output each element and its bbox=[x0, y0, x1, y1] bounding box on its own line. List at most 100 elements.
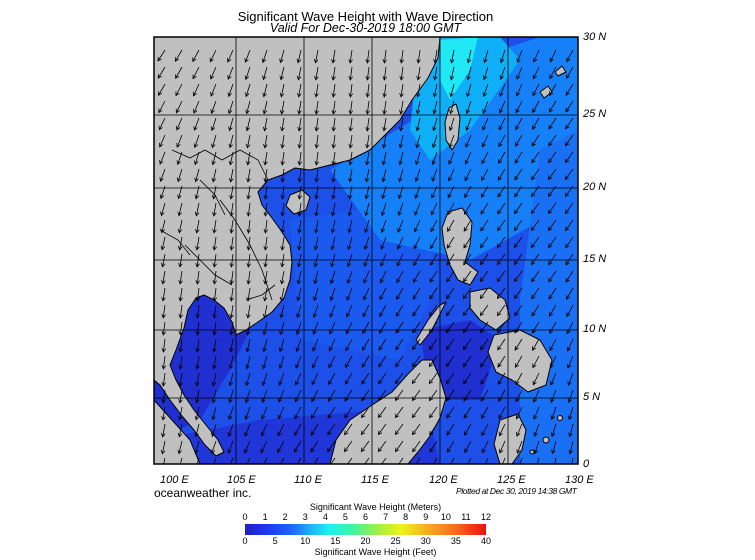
wave-arrow-head bbox=[480, 260, 485, 266]
wave-arrow bbox=[212, 151, 217, 165]
wave-arrow-head bbox=[246, 177, 251, 183]
wave-arrow bbox=[498, 389, 506, 402]
colorbar-tick-feet: 40 bbox=[480, 536, 492, 546]
wave-arrow-head bbox=[212, 297, 218, 302]
wave-arrow-head bbox=[228, 466, 232, 470]
wave-arrow bbox=[264, 134, 268, 148]
lat-label-5n: 5 N bbox=[583, 391, 601, 403]
wave-arrow bbox=[429, 338, 438, 350]
wave-arrow bbox=[281, 117, 285, 131]
wave-arrow bbox=[383, 117, 387, 131]
wave-arrow bbox=[383, 83, 387, 97]
wave-arrow-head bbox=[382, 126, 387, 132]
wave-arrow bbox=[195, 406, 200, 420]
wave-arrow-head bbox=[446, 311, 451, 317]
wave-arrow-head bbox=[549, 346, 554, 352]
wave-arrow-head bbox=[346, 296, 351, 301]
wave-arrow bbox=[482, 100, 489, 114]
wave-arrow-head bbox=[446, 396, 451, 402]
wave-arrow-head bbox=[331, 194, 336, 200]
wave-arrow bbox=[463, 372, 472, 384]
wave-arrow-head bbox=[194, 415, 200, 421]
wave-arrow-head bbox=[497, 345, 502, 351]
wave-arrow bbox=[264, 117, 268, 131]
wave-arrow-head bbox=[175, 91, 180, 97]
wave-arrow bbox=[248, 219, 251, 233]
wave-arrow-head bbox=[395, 345, 400, 351]
wave-arrow bbox=[571, 457, 574, 464]
wave-arrow-head bbox=[195, 262, 200, 268]
wave-arrow-head bbox=[212, 211, 217, 217]
wave-arrow bbox=[365, 185, 370, 199]
wave-arrow-head bbox=[446, 413, 451, 419]
wave-arrow bbox=[229, 372, 234, 386]
wave-arrow-head bbox=[364, 194, 370, 200]
wave-arrow-head bbox=[294, 465, 298, 469]
wave-arrow-head bbox=[431, 193, 436, 199]
wave-arrow-head bbox=[360, 447, 366, 453]
wave-arrow bbox=[213, 304, 217, 318]
wave-arrow-head bbox=[463, 243, 468, 249]
wave-arrow-head bbox=[380, 211, 386, 217]
wave-arrow bbox=[395, 423, 404, 435]
wave-arrow bbox=[244, 423, 251, 437]
wave-arrow-head bbox=[412, 447, 417, 453]
colorbar-tick-feet: 20 bbox=[360, 536, 371, 546]
wave-arrow bbox=[196, 338, 200, 352]
wave-arrow bbox=[516, 83, 523, 96]
wave-arrow-head bbox=[195, 245, 200, 251]
wave-arrow-head bbox=[277, 465, 280, 469]
wave-arrow bbox=[361, 423, 370, 435]
wave-arrow bbox=[463, 304, 472, 316]
wave-arrow bbox=[429, 389, 438, 401]
wave-arrow bbox=[400, 66, 404, 80]
wave-arrow bbox=[531, 321, 540, 334]
wave-arrow bbox=[450, 100, 455, 114]
wave-arrow-head bbox=[448, 176, 453, 182]
wave-arrow bbox=[281, 219, 285, 233]
wave-arrow-head bbox=[531, 277, 536, 283]
colorbar-tick-feet: 5 bbox=[272, 536, 278, 546]
wave-arrow-head bbox=[548, 108, 553, 113]
wave-arrow bbox=[463, 253, 472, 266]
wave-arrow-head bbox=[229, 280, 235, 285]
wave-arrow-head bbox=[394, 430, 400, 436]
wave-arrow bbox=[295, 355, 302, 369]
wave-arrow bbox=[196, 457, 200, 464]
wave-arrow bbox=[196, 253, 200, 267]
wave-arrow-head bbox=[228, 364, 234, 370]
wave-arrow-head bbox=[429, 328, 434, 334]
wave-arrow bbox=[565, 117, 574, 130]
wave-arrow bbox=[298, 253, 302, 267]
wave-arrow bbox=[196, 219, 200, 233]
wave-arrow bbox=[463, 355, 472, 367]
wave-arrow bbox=[163, 457, 166, 464]
wave-arrow-head bbox=[246, 212, 251, 217]
wave-arrow bbox=[484, 49, 489, 63]
wave-arrow-head bbox=[446, 244, 451, 249]
wave-arrow bbox=[344, 423, 353, 435]
wave-arrow bbox=[228, 83, 234, 97]
wave-arrow bbox=[378, 406, 387, 418]
wave-arrow-head bbox=[365, 59, 371, 64]
wave-arrow-head bbox=[245, 109, 250, 115]
wave-arrow-head bbox=[361, 396, 366, 402]
wave-arrow bbox=[515, 389, 523, 402]
wave-arrow bbox=[331, 253, 336, 267]
wave-arrow bbox=[230, 202, 234, 216]
wave-arrow-head bbox=[379, 312, 384, 318]
wave-arrow-head bbox=[175, 74, 180, 80]
wave-arrow-head bbox=[565, 243, 570, 249]
wave-arrow-head bbox=[279, 58, 284, 64]
wave-arrow-head bbox=[327, 430, 332, 436]
wave-arrow bbox=[531, 304, 540, 317]
wave-arrow-head bbox=[263, 177, 268, 183]
wave-arrow-head bbox=[382, 76, 388, 81]
wave-arrow bbox=[383, 66, 387, 80]
wave-arrow-head bbox=[480, 345, 485, 351]
wave-arrow-head bbox=[175, 108, 180, 114]
wave-arrow bbox=[465, 134, 472, 148]
wave-arrow bbox=[194, 117, 200, 131]
colorbar-tick-feet: 35 bbox=[450, 536, 461, 546]
